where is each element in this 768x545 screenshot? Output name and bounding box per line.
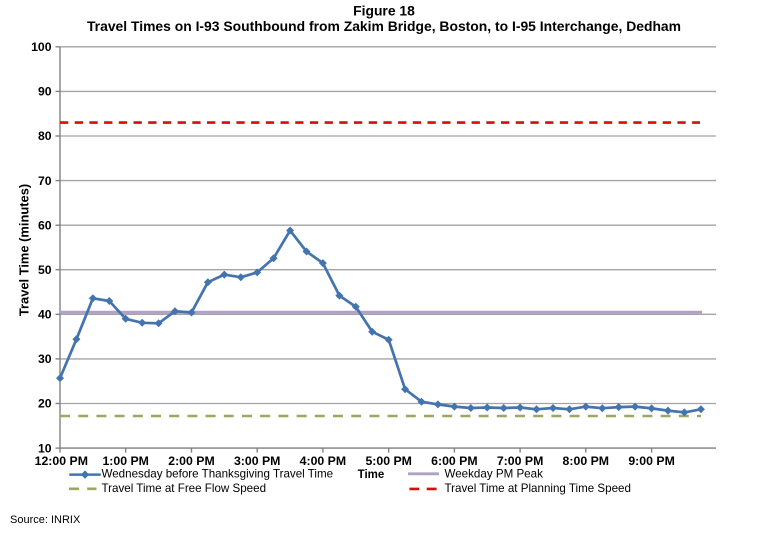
svg-text:7:00 PM: 7:00 PM: [497, 454, 543, 468]
svg-text:60: 60: [38, 218, 52, 232]
svg-text:5:00 PM: 5:00 PM: [365, 454, 411, 468]
svg-text:Wednesday before Thanksgiving: Wednesday before Thanksgiving Travel Tim…: [102, 468, 334, 481]
svg-text:2:00 PM: 2:00 PM: [168, 454, 214, 468]
svg-text:4:00 PM: 4:00 PM: [300, 454, 346, 468]
svg-text:9:00 PM: 9:00 PM: [628, 454, 674, 468]
svg-text:40: 40: [38, 308, 52, 322]
svg-text:Travel Time at Planning Time S: Travel Time at Planning Time Speed: [445, 482, 631, 495]
svg-text:3:00 PM: 3:00 PM: [234, 454, 280, 468]
svg-text:10: 10: [38, 441, 52, 455]
svg-text:20: 20: [38, 397, 52, 411]
svg-text:Travel Time (minutes): Travel Time (minutes): [17, 184, 32, 316]
svg-text:70: 70: [38, 174, 52, 188]
svg-text:Travel Times on I-93 Southboun: Travel Times on I-93 Southbound from Zak…: [87, 18, 681, 34]
svg-text:Figure 18: Figure 18: [353, 2, 415, 18]
svg-text:30: 30: [38, 352, 52, 366]
svg-text:12:00 PM: 12:00 PM: [35, 454, 88, 468]
svg-text:Source: INRIX: Source: INRIX: [10, 514, 81, 526]
svg-text:90: 90: [38, 85, 52, 99]
svg-text:Time: Time: [358, 469, 385, 481]
svg-text:Weekday PM Peak: Weekday PM Peak: [445, 468, 544, 481]
svg-text:6:00 PM: 6:00 PM: [431, 454, 477, 468]
svg-text:Travel Time at Free Flow Speed: Travel Time at Free Flow Speed: [102, 482, 267, 495]
svg-text:80: 80: [38, 129, 52, 143]
svg-text:8:00 PM: 8:00 PM: [563, 454, 609, 468]
svg-text:1:00 PM: 1:00 PM: [102, 454, 148, 468]
svg-text:50: 50: [38, 263, 52, 277]
svg-text:100: 100: [31, 40, 52, 54]
